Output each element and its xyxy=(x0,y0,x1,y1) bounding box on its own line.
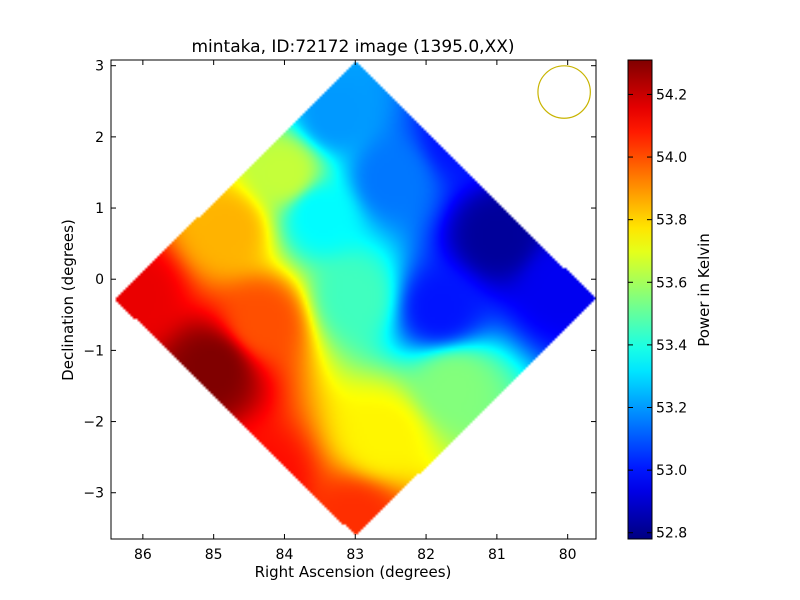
x-tick-label: 84 xyxy=(276,547,294,563)
colorbar-tick-label: 53.0 xyxy=(656,463,687,479)
colorbar-tick-label: 54.2 xyxy=(656,87,687,103)
colorbar xyxy=(627,59,653,540)
x-axis: 86 85 84 83 82 81 80 xyxy=(134,60,577,563)
colorbar-label: Power in Kelvin xyxy=(695,233,713,347)
x-tick-label: 86 xyxy=(134,547,152,563)
y-axis: 3 2 1 0 −1 −2 −3 xyxy=(83,59,596,502)
x-axis-label: Right Ascension (degrees) xyxy=(255,563,452,581)
colorbar-tick-label: 53.6 xyxy=(656,275,687,291)
y-tick-label: 2 xyxy=(95,130,104,146)
colorbar-tick-label: 52.8 xyxy=(656,526,687,542)
colorbar-tick-label: 53.8 xyxy=(656,213,687,229)
x-tick-label: 80 xyxy=(559,547,577,563)
y-tick-label: −1 xyxy=(83,343,104,359)
colorbar-ticks: 52.8 53.0 53.2 53.4 53.6 53.8 54.0 54.2 xyxy=(628,87,687,542)
y-tick-label: −3 xyxy=(83,486,104,502)
y-tick-label: 0 xyxy=(95,272,104,288)
heatmap-field xyxy=(111,60,596,539)
y-tick-label: −2 xyxy=(83,415,104,431)
x-tick-label: 82 xyxy=(417,547,435,563)
chart-title: mintaka, ID:72172 image (1395.0,XX) xyxy=(191,37,514,57)
colorbar-tick-label: 54.0 xyxy=(656,150,687,166)
x-tick-label: 81 xyxy=(488,547,506,563)
y-tick-label: 3 xyxy=(95,59,104,75)
plot-overlay xyxy=(537,65,591,119)
x-tick-label: 85 xyxy=(205,547,223,563)
y-tick-label: 1 xyxy=(95,201,104,217)
colorbar-tick-label: 53.2 xyxy=(656,401,687,417)
plot-frame xyxy=(110,59,597,540)
x-tick-label: 83 xyxy=(346,547,364,563)
y-axis-label: Declination (degrees) xyxy=(59,219,77,381)
colorbar-tick-label: 53.4 xyxy=(656,338,687,354)
beam-marker-circle xyxy=(537,65,591,119)
